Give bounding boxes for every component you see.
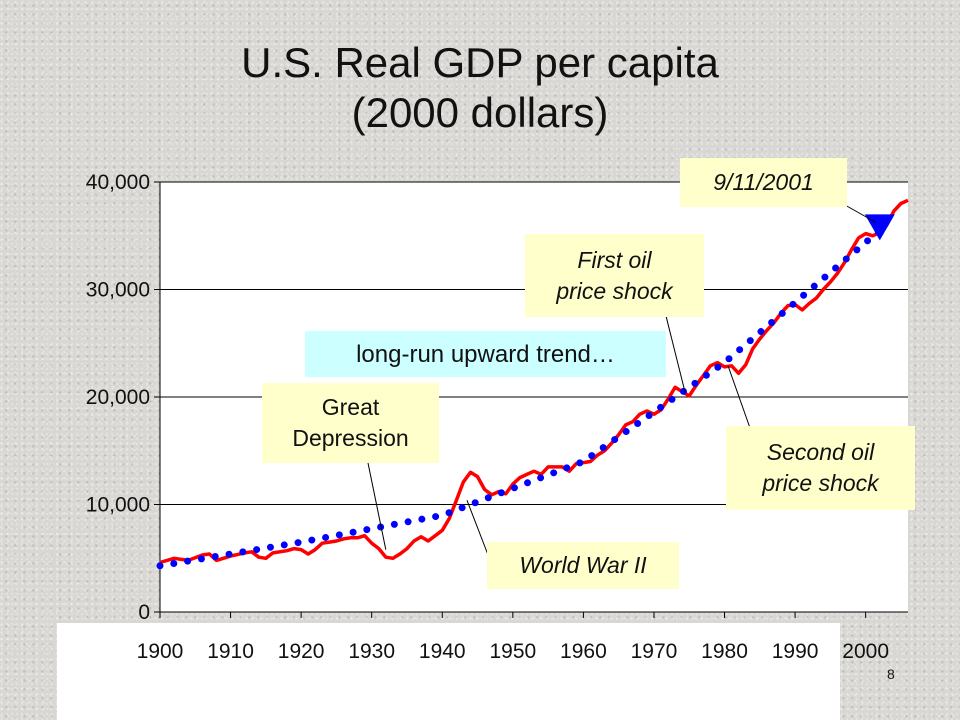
slide-title: U.S. Real GDP per capita (2000 dollars): [0, 38, 960, 138]
y-tick-label: 0: [138, 601, 150, 624]
pointer-great-depression: [367, 462, 387, 550]
x-tick-label: 1920: [278, 640, 325, 663]
y-tick-label: 40,000: [86, 171, 150, 194]
x-tick-label: 1990: [772, 640, 819, 663]
x-tick-label: 1900: [137, 640, 184, 663]
x-tick-label: 1910: [207, 640, 254, 663]
x-tick-label: 2000: [842, 640, 889, 663]
pointer-second-oil: [727, 365, 751, 429]
callout-first-oil-shock: First oil price shock: [525, 234, 704, 317]
bottom-panel: [57, 623, 840, 720]
y-tick-label: 10,000: [86, 494, 150, 517]
x-tick-label: 1950: [489, 640, 536, 663]
pointer-911: [844, 204, 877, 223]
x-tick-label: 1940: [419, 640, 466, 663]
callout-great-depression: Great Depression: [262, 383, 439, 463]
pointer-first-oil: [665, 315, 686, 393]
y-tick-label: 20,000: [86, 386, 150, 409]
callout-long-run-trend: long-run upward trend…: [305, 331, 666, 377]
callout-911: 9/11/2001: [680, 158, 847, 207]
title-line-2: (2000 dollars): [351, 89, 609, 136]
x-tick-label: 1970: [631, 640, 678, 663]
title-line-1: U.S. Real GDP per capita: [241, 39, 719, 86]
x-tick-label: 1960: [560, 640, 607, 663]
x-tick-label: 1980: [701, 640, 748, 663]
pointer-world-war-ii: [466, 500, 491, 561]
trend-series: [156, 226, 884, 570]
y-tick-label: 30,000: [86, 279, 150, 302]
callout-world-war-ii: World War II: [487, 542, 679, 589]
x-tick-label: 1930: [348, 640, 395, 663]
callout-second-oil-shock: Second oil price shock: [726, 426, 915, 510]
slide-number: 8: [887, 666, 895, 682]
